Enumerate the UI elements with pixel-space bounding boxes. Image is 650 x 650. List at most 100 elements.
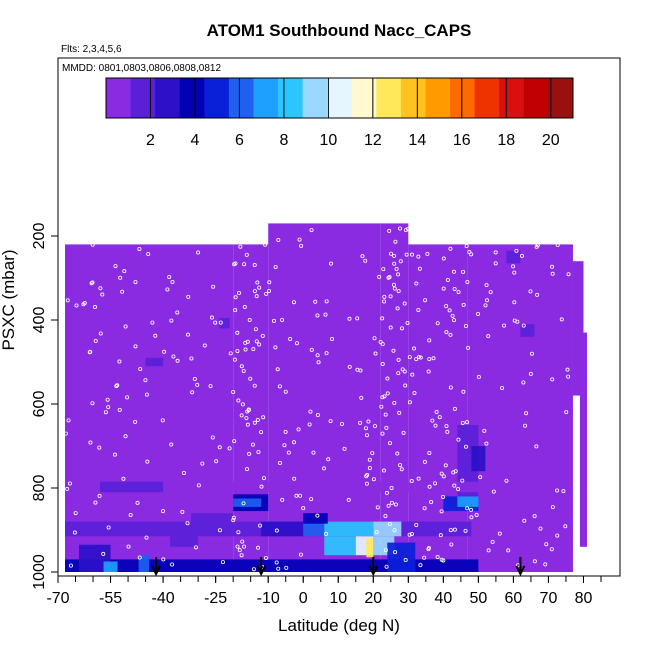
sample-dot [261,415,266,420]
sample-dot [105,397,110,402]
sample-dot [426,546,431,551]
sample-dot [251,567,256,572]
sample-dot [563,524,568,529]
sample-dot [396,357,401,362]
sample-dot [256,449,261,454]
sample-dot [418,355,423,360]
sample-dot [264,291,269,296]
colorbar-tick-label: 4 [190,132,199,149]
sample-dot [257,342,262,347]
sample-dot [231,518,236,523]
sample-dot [315,513,320,518]
sample-dot [394,267,399,272]
sample-dot [342,446,347,451]
sample-dot [460,420,465,425]
sample-dot [143,378,148,383]
sample-dot [117,407,122,412]
sample-dot [236,398,241,403]
colorbar-swatch [106,78,132,118]
sample-dot [256,545,261,550]
sample-dot [396,289,401,294]
sample-dot [307,422,312,427]
sample-dot [355,367,360,372]
sample-dot [532,559,537,564]
sample-dot [117,359,122,364]
y-tick-label: 600 [31,391,48,418]
sample-dot [275,367,280,372]
sample-dot [382,299,387,304]
sample-dot [463,528,468,533]
sample-dot [484,441,489,446]
sample-dot [315,353,320,358]
sample-dot [68,563,73,568]
sample-dot [273,264,278,269]
sample-dot [106,405,111,410]
sample-dot [89,281,94,286]
heat-cell [261,521,304,537]
sample-dot [534,444,539,449]
sample-dot [441,256,446,261]
sample-dot [384,425,389,430]
sample-dot [387,441,392,446]
sample-dot [247,451,252,456]
x-tick-label: 0 [299,590,308,607]
profile-column [408,244,468,572]
sample-dot [232,357,237,362]
sample-dot [484,298,489,303]
sample-dot [106,525,111,530]
sample-dot [267,288,272,293]
sample-dot [252,383,257,388]
sample-dot [448,385,453,390]
sample-dot [416,355,421,360]
sample-dot [291,440,296,445]
sample-dot [153,333,158,338]
sample-dot [377,274,382,279]
sample-dot [565,367,570,372]
sample-dot [447,308,452,313]
x-tick-label: 20 [364,590,382,607]
sample-dot [283,389,288,394]
colorbar-tick-label: 8 [279,132,288,149]
sample-dot [160,418,165,423]
sample-dot [448,246,453,251]
sample-dot [523,423,528,428]
sample-dot [175,358,180,363]
sample-dot [125,395,130,400]
x-tick-label: -55 [99,590,122,607]
sample-dot [260,333,265,338]
sample-dot [439,471,444,476]
sample-dot [259,430,264,435]
profile-column [467,244,573,572]
sample-dot [417,266,422,271]
sample-dot [169,318,174,323]
sample-dot [292,476,297,481]
sample-dot [74,303,79,308]
sample-dot [123,324,128,329]
sample-dot [242,305,247,310]
x-tick-label: 70 [540,590,558,607]
sample-dot [252,420,257,425]
heat-cell [65,559,479,572]
sample-dot [259,484,264,489]
sample-dot [414,357,419,362]
sample-dot [399,467,404,472]
sample-dot [439,509,444,514]
sample-dot [217,528,222,533]
sample-dot [407,400,412,405]
sample-dot [240,539,245,544]
heat-cell [471,446,486,472]
sample-dot [220,560,225,565]
sample-dot [550,377,555,382]
sample-dot [399,326,404,331]
sample-dot [248,376,253,381]
sample-dot [382,394,387,399]
sample-dot [448,332,453,337]
sample-dot [276,566,281,571]
sample-dot [555,533,560,538]
sample-dot [243,347,248,352]
sample-dot [401,430,406,435]
sample-dot [521,380,526,385]
sample-dot [500,385,505,390]
sample-dot [414,522,419,527]
sample-dot [392,286,397,291]
